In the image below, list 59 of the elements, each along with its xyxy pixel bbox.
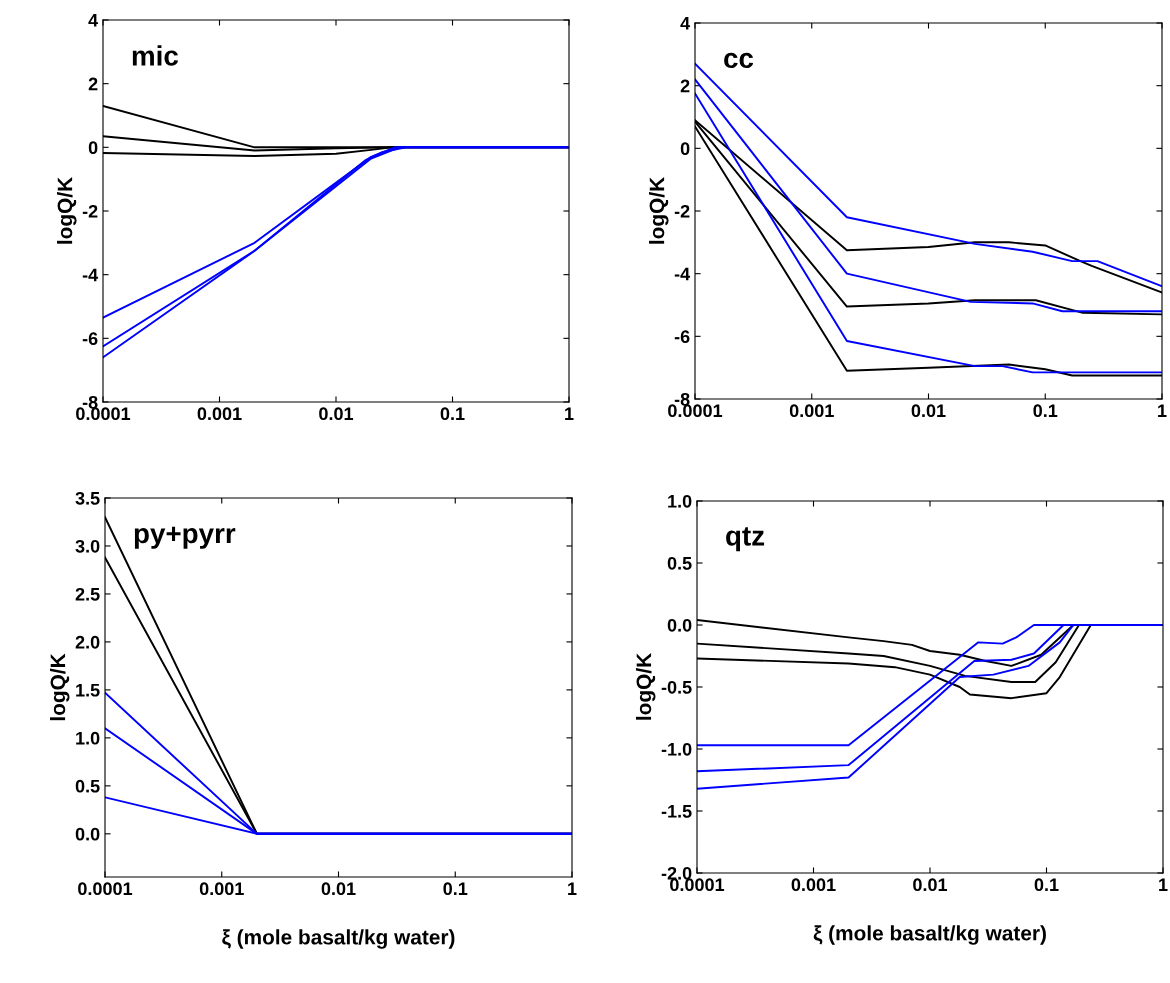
annotation: mic xyxy=(132,45,179,66)
annotation: py+pyrr xyxy=(134,526,236,549)
x-tick-label: 0.001 xyxy=(791,878,836,892)
x-tick-label: 0.001 xyxy=(789,404,834,418)
y-tick-label: 2.5 xyxy=(75,587,100,601)
x-tick-label: 0.0001 xyxy=(668,404,723,418)
y-tick-label: 0.5 xyxy=(667,556,692,570)
y-tick-label: -2.0 xyxy=(661,866,692,880)
y-tick-label: -6 xyxy=(82,332,98,346)
y-tick-label: -2 xyxy=(674,204,690,218)
x-tick-label: 0.001 xyxy=(197,407,242,421)
annotation: cc xyxy=(724,52,754,69)
annotation: qtz xyxy=(726,527,765,552)
x-tick-label: 0.1 xyxy=(440,407,465,421)
y-tick-label: 1.5 xyxy=(76,684,100,697)
x-tick-label: 0.1 xyxy=(1033,404,1058,418)
x-tick-label: 0.0001 xyxy=(78,882,133,896)
y-tick-label: -8 xyxy=(674,392,690,406)
x-tick-label: 0.0001 xyxy=(670,878,725,892)
y-tick-label: 3.5 xyxy=(75,491,100,505)
y-tick-label: 0.5 xyxy=(75,779,100,793)
y-tick-label: -4 xyxy=(674,267,691,281)
y-axis-title: logQ/K xyxy=(49,653,70,721)
y-tick-label: -2 xyxy=(82,204,98,218)
y-axis-title: logQ/K xyxy=(635,653,656,720)
y-axis-title: logQ/K xyxy=(57,177,77,244)
y-tick-label: 3.0 xyxy=(75,539,100,553)
x-axis-title: ξ (mole basalt/kg water) xyxy=(222,929,455,949)
x-tick-label: 0.01 xyxy=(319,407,354,421)
y-tick-label: -0.5 xyxy=(661,680,692,694)
y-tick-label: -4 xyxy=(82,268,99,282)
y-tick-label: 4 xyxy=(88,14,99,27)
x-tick-label: 1 xyxy=(565,407,574,420)
y-tick-label: -1.5 xyxy=(661,805,692,818)
y-tick-label: 0 xyxy=(680,142,690,156)
x-tick-label: 0.001 xyxy=(199,882,244,896)
y-tick-label: 0.0 xyxy=(667,618,692,632)
y-tick-label: 2.0 xyxy=(75,635,100,649)
y-tick-label: 1.0 xyxy=(76,731,100,745)
x-axis-title: ξ (mole basalt/kg water) xyxy=(813,925,1046,945)
x-tick-label: 0.01 xyxy=(911,404,946,418)
y-tick-label: -8 xyxy=(82,395,98,409)
y-tick-label: -6 xyxy=(674,330,690,344)
x-tick-label: 1 xyxy=(568,882,577,895)
x-tick-label: 0.0001 xyxy=(76,407,131,421)
y-tick-label: 1.0 xyxy=(668,494,692,508)
y-tick-label: 2 xyxy=(680,79,690,93)
y-tick-label: 0.0 xyxy=(75,827,100,841)
y-tick-label: -1.0 xyxy=(661,742,692,756)
y-tick-label: 2 xyxy=(88,77,98,91)
x-tick-label: 1 xyxy=(1158,404,1167,417)
x-tick-label: 0.1 xyxy=(443,882,468,896)
x-tick-label: 0.01 xyxy=(321,882,356,896)
x-tick-label: 0.01 xyxy=(913,878,948,892)
x-tick-label: 0.1 xyxy=(1034,878,1059,892)
x-tick-label: 1 xyxy=(1159,878,1168,891)
y-axis-title: logQ/K xyxy=(649,177,669,244)
y-tick-label: 4 xyxy=(680,17,691,30)
y-tick-label: 0 xyxy=(88,141,98,155)
